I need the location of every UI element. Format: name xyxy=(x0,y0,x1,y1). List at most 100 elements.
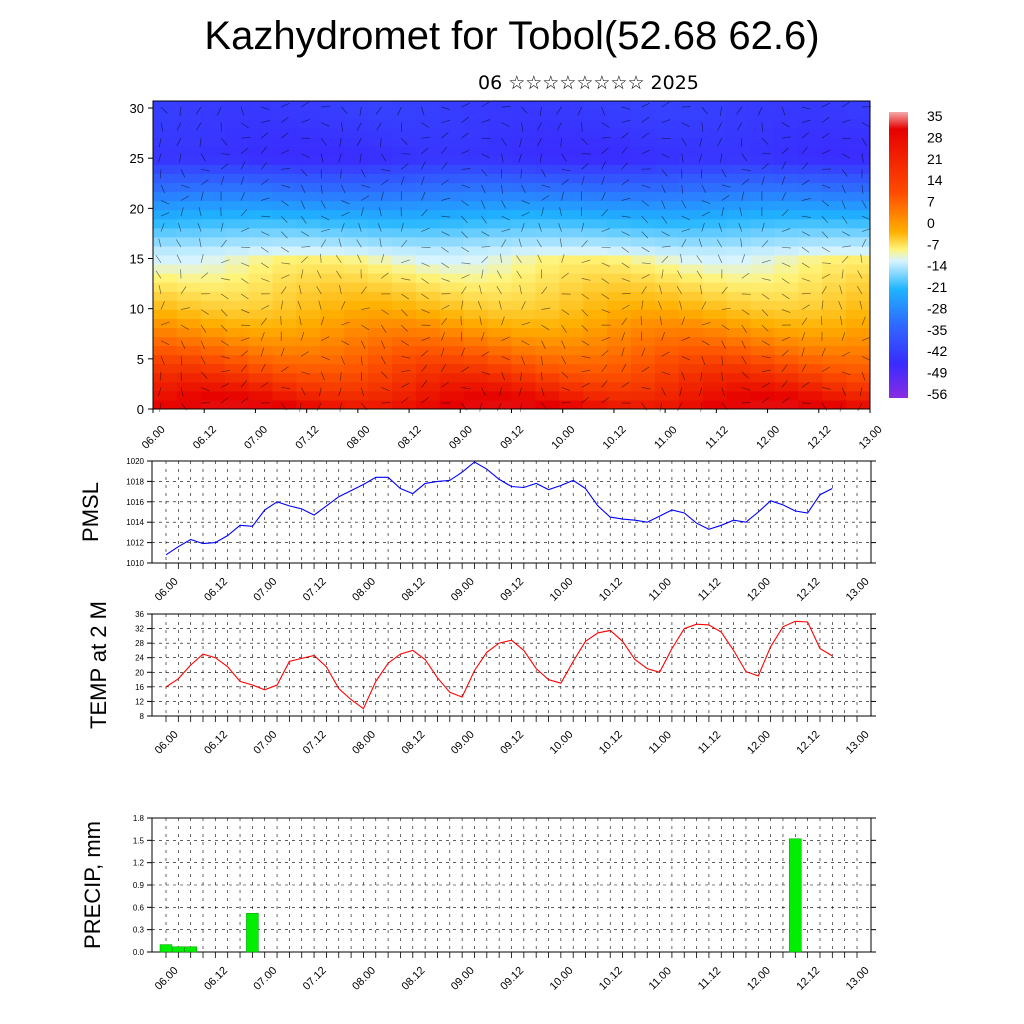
heat-cell xyxy=(654,101,680,111)
wind-vector xyxy=(339,138,342,148)
heat-cell xyxy=(224,218,250,229)
heat-cell xyxy=(463,255,489,265)
y-tick-label: 5 xyxy=(137,352,144,367)
heat-cell xyxy=(702,245,728,256)
heat-cell xyxy=(654,300,680,310)
wind-vector xyxy=(220,397,229,404)
heat-cell xyxy=(248,200,273,211)
wind-vector xyxy=(460,316,462,326)
heat-cell xyxy=(368,227,393,238)
wind-vector xyxy=(681,215,691,221)
x-tick-label: 07.00 xyxy=(251,729,279,757)
wind-vector xyxy=(581,397,589,404)
heat-cell xyxy=(415,155,441,165)
heat-cell xyxy=(200,146,226,156)
wind-vector xyxy=(441,332,445,341)
heat-cell xyxy=(798,399,823,410)
heat-cell xyxy=(392,245,417,256)
x-tick-label: 09.12 xyxy=(498,965,526,993)
heat-cell xyxy=(392,236,417,247)
heat-cell xyxy=(200,399,226,410)
heat-cell xyxy=(224,318,250,328)
heat-cell xyxy=(224,327,250,338)
precip-bar xyxy=(246,913,259,953)
wind-vector xyxy=(180,324,189,330)
heat-cell xyxy=(798,309,823,319)
y-tick-label: 1018 xyxy=(126,477,144,486)
wind-vector xyxy=(299,316,302,326)
wind-vector xyxy=(158,153,162,163)
heat-cell xyxy=(822,381,847,392)
heat-cell xyxy=(248,318,273,328)
wind-vector xyxy=(501,355,510,361)
wind-vector xyxy=(381,387,390,392)
x-tick-label: 12.12 xyxy=(794,965,822,993)
wind-vector xyxy=(839,285,843,294)
heat-cell xyxy=(726,309,751,319)
wind-vector xyxy=(159,169,162,179)
x-tick-label: 12.12 xyxy=(794,576,822,604)
heat-cell xyxy=(248,191,273,202)
wind-vector xyxy=(339,285,342,294)
heat-cell xyxy=(511,273,536,283)
heat-cell xyxy=(200,264,226,274)
wind-vector xyxy=(821,366,830,373)
heat-cell xyxy=(607,173,632,184)
wind-vector xyxy=(300,169,308,177)
heat-cell xyxy=(559,363,584,374)
wind-vector xyxy=(421,106,425,116)
wind-vector xyxy=(821,184,831,189)
heat-cell xyxy=(224,390,250,401)
wind-vector xyxy=(401,382,410,388)
wind-vector xyxy=(176,122,182,131)
heat-cell xyxy=(487,236,512,247)
heat-cell xyxy=(750,264,775,274)
heat-cell xyxy=(296,209,321,220)
heat-cell xyxy=(774,336,799,347)
heat-cell xyxy=(535,363,560,374)
wind-vector xyxy=(680,253,683,263)
wind-vector xyxy=(721,169,727,178)
heat-cell xyxy=(846,236,871,247)
wind-vector xyxy=(421,309,430,314)
heat-cell xyxy=(511,227,536,238)
heat-cell xyxy=(368,101,393,111)
wind-vector xyxy=(361,286,367,295)
heat-cell xyxy=(654,399,680,410)
wind-vector xyxy=(199,238,202,248)
heat-cell xyxy=(248,336,273,347)
heat-cell xyxy=(439,309,465,319)
wind-vector xyxy=(498,300,502,310)
wind-vector xyxy=(240,278,249,284)
heat-cell xyxy=(798,173,823,184)
heat-cell xyxy=(296,354,321,365)
x-tick-label: 06.00 xyxy=(153,729,181,757)
wind-vector xyxy=(401,397,409,404)
heat-cell xyxy=(200,173,226,184)
wind-vector xyxy=(300,387,306,396)
wind-vector xyxy=(661,331,665,341)
heat-cell xyxy=(511,282,536,292)
wind-vector xyxy=(859,300,863,310)
wind-vector xyxy=(321,215,330,221)
heat-cell xyxy=(846,182,871,193)
heat-cell xyxy=(296,119,321,129)
heat-cell xyxy=(774,309,799,319)
heat-cell xyxy=(176,101,202,111)
heat-cell xyxy=(439,381,465,392)
wind-vector xyxy=(401,369,411,373)
heat-cell xyxy=(822,327,847,338)
wind-vector xyxy=(180,307,190,310)
wind-vector xyxy=(477,300,482,310)
heat-cell xyxy=(607,110,632,120)
x-tick-label: 07.12 xyxy=(301,729,329,757)
wind-vector xyxy=(380,340,386,350)
heat-cell xyxy=(726,354,751,365)
wind-vector xyxy=(781,262,791,267)
heat-cell xyxy=(368,318,393,328)
wind-vector xyxy=(441,317,448,326)
wind-vector xyxy=(518,238,522,248)
wind-vector xyxy=(401,163,409,170)
wind-vector xyxy=(377,223,382,232)
